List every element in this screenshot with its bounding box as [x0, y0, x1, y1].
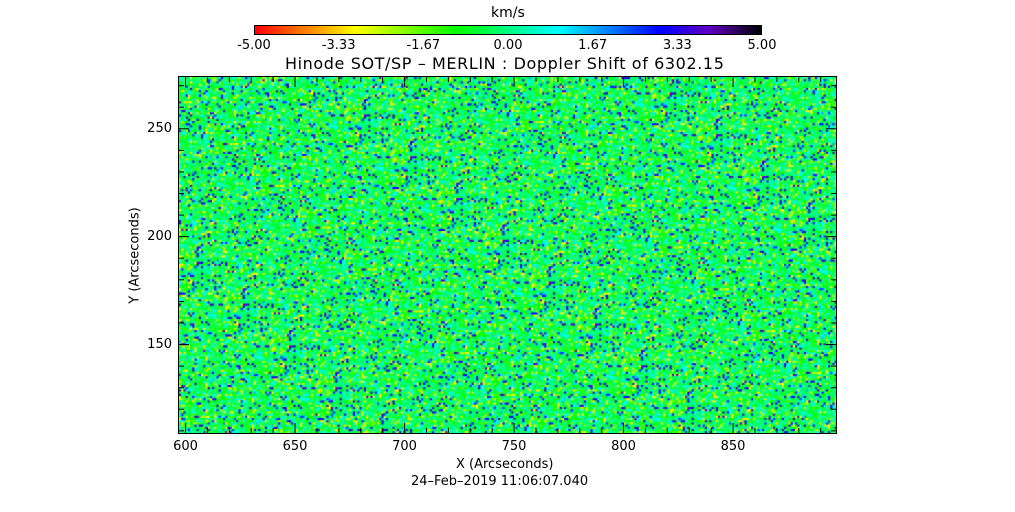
doppler-map	[178, 76, 837, 434]
colorbar-tick-label: 5.00	[747, 38, 777, 53]
colorbar-tick-label: 3.33	[662, 38, 692, 53]
colorbar-tick-label: 1.67	[578, 38, 608, 53]
colorbar-tick-label: -3.33	[321, 38, 356, 53]
x-tick-label: 600	[173, 439, 198, 454]
colorbar-tick-label: -5.00	[237, 38, 271, 53]
x-tick-label: 800	[611, 439, 636, 454]
y-axis-label: Y (Arcseconds)	[127, 207, 143, 304]
x-tick-label: 650	[282, 439, 308, 454]
timestamp: 24–Feb–2019 11:06:07.040	[411, 474, 589, 489]
x-axis-label: X (Arcseconds)	[456, 457, 554, 472]
y-tick-label: 250	[147, 120, 172, 136]
colorbar-tick-label: -1.67	[406, 38, 441, 53]
y-tick-label: 200	[147, 228, 172, 244]
colorbar-tick-label: 0.00	[493, 38, 523, 53]
y-tick-label: 150	[147, 336, 172, 352]
axis-ticks	[179, 77, 836, 433]
chart-title: Hinode SOT/SP – MERLIN : Doppler Shift o…	[285, 54, 725, 73]
x-tick-label: 750	[501, 439, 527, 454]
colorbar	[254, 25, 762, 35]
x-tick-label: 850	[720, 439, 746, 454]
colorbar-label: km/s	[491, 5, 525, 21]
doppler-heatmap-image	[179, 77, 836, 433]
x-tick-label: 700	[392, 439, 417, 454]
